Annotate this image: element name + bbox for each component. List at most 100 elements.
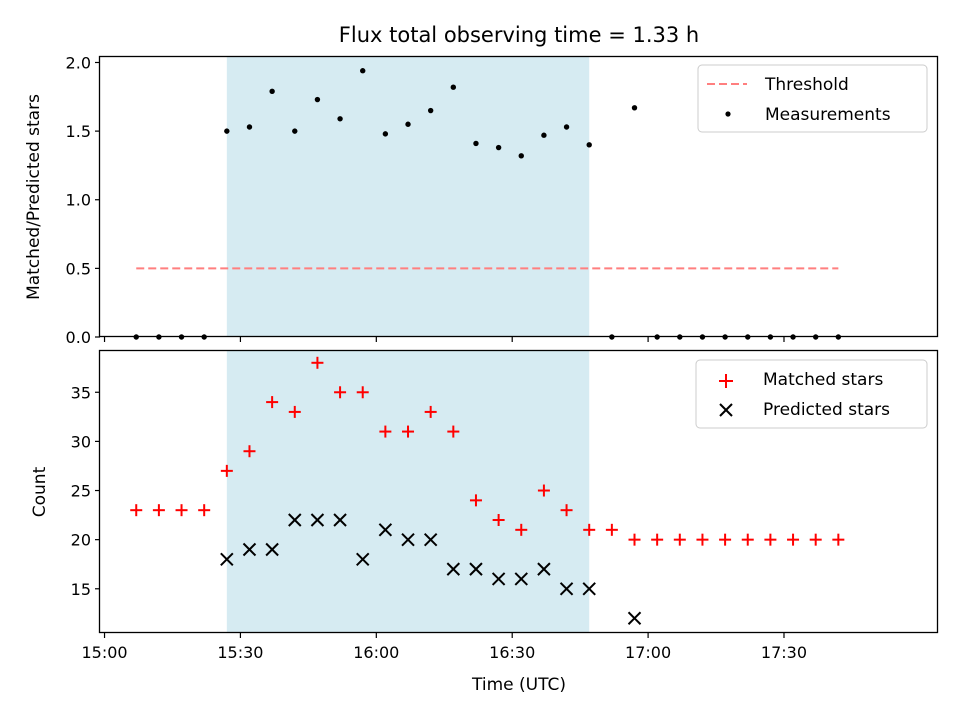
measurement-point xyxy=(631,105,638,111)
predicted-star-point xyxy=(288,513,302,527)
predicted-star-point xyxy=(469,562,483,576)
measurement-point xyxy=(450,84,457,90)
matched-star-point xyxy=(605,523,618,536)
matched-star-point xyxy=(469,494,482,507)
x-stroke xyxy=(582,582,596,596)
x-tick-label: 16:00 xyxy=(353,643,399,662)
x-stroke xyxy=(491,572,506,586)
predicted-star-point xyxy=(491,572,506,586)
x-stroke xyxy=(514,572,528,586)
measurement-point xyxy=(360,68,366,74)
measurement-point xyxy=(269,88,275,95)
measurement-point xyxy=(541,132,547,138)
x-tick-label: 17:30 xyxy=(761,643,807,662)
matched-star-point xyxy=(719,533,732,546)
matched-star-point xyxy=(832,533,845,546)
matched-star-point xyxy=(741,533,754,546)
measurement-point xyxy=(495,144,502,151)
x-stroke xyxy=(288,513,302,527)
legend-measurements-label: Measurements xyxy=(765,105,891,125)
measurement-point xyxy=(246,124,253,130)
x-stroke xyxy=(242,542,257,557)
legend-predicted-label: Predicted stars xyxy=(763,400,890,420)
predicted-star-point xyxy=(356,552,370,567)
bottom-legend-box xyxy=(695,359,928,429)
matched-star-point xyxy=(379,425,392,438)
x-stroke xyxy=(265,542,279,557)
matched-star-point xyxy=(696,533,709,546)
legend-matched-swatch xyxy=(719,374,733,388)
matched-star-point xyxy=(243,445,256,458)
y-tick-label: 30 xyxy=(71,432,91,451)
predicted-star-point xyxy=(333,513,347,527)
predicted-star-point xyxy=(220,552,234,567)
top-panel: 0.00.51.01.52.0 Matched/Predicted stars … xyxy=(24,53,939,347)
x-stroke xyxy=(356,552,370,567)
measurement-point xyxy=(563,124,570,130)
measurement-point xyxy=(586,142,592,148)
x-stroke xyxy=(469,562,483,576)
top-axes-frame xyxy=(98,55,939,338)
x-stroke xyxy=(378,523,393,537)
chart-title: Flux total observing time = 1.33 h xyxy=(339,23,699,47)
x-stroke xyxy=(446,562,461,576)
x-tick-label: 15:00 xyxy=(81,643,127,662)
matched-star-point xyxy=(447,425,460,438)
x-stroke xyxy=(537,562,551,576)
predicted-star-point xyxy=(514,572,528,586)
predicted-star-point xyxy=(582,582,596,596)
matched-star-point xyxy=(583,523,596,536)
x-stroke xyxy=(220,552,234,567)
y-tick-label: 20 xyxy=(71,531,91,550)
bottom-legend: Matched stars Predicted stars xyxy=(695,359,928,429)
y-tick-label: 0.5 xyxy=(66,259,91,278)
bottom-panel: 15 20 25 30 35 15:00 15:30 16:00 16:30 17:00 17:3… xyxy=(30,349,939,695)
top-legend-box xyxy=(697,64,928,133)
x-stroke xyxy=(423,532,438,547)
bottom-y-axis-label: Count xyxy=(30,466,50,517)
matched-star-point xyxy=(356,386,369,399)
top-highlight-span xyxy=(226,57,590,337)
measurement-point xyxy=(405,121,411,127)
x-stroke xyxy=(627,611,642,625)
predicted-star-point xyxy=(401,532,415,547)
legend-threshold-label: Threshold xyxy=(764,75,849,95)
matched-star-point xyxy=(492,514,505,527)
x-stroke xyxy=(559,582,574,596)
legend-measurements-swatch xyxy=(725,111,731,117)
x-stroke xyxy=(333,513,347,527)
predicted-star-point xyxy=(242,542,257,557)
bottom-axes-frame xyxy=(98,349,939,634)
measurement-point xyxy=(292,128,298,134)
measurement-point xyxy=(224,128,230,134)
matched-star-point xyxy=(288,405,301,418)
measurement-point xyxy=(473,140,479,147)
y-tick-label: 25 xyxy=(71,482,91,501)
predicted-star-point xyxy=(559,582,574,596)
y-tick-label: 1.5 xyxy=(66,122,91,141)
measurement-point xyxy=(337,116,343,122)
x-tick-label: 15:30 xyxy=(217,643,263,662)
top-legend: Threshold Measurements xyxy=(697,64,928,133)
matched-star-point xyxy=(537,484,550,497)
matched-star-point xyxy=(152,504,165,517)
measurement-point xyxy=(382,131,389,137)
matched-star-point xyxy=(515,523,528,536)
predicted-star-point xyxy=(446,562,461,576)
matched-star-point xyxy=(175,504,188,517)
matched-star-point xyxy=(764,533,777,546)
x-stroke xyxy=(310,513,325,527)
bottom-highlight-span xyxy=(226,351,590,633)
legend-predicted-swatch xyxy=(719,403,733,417)
matched-star-point xyxy=(628,533,641,546)
predicted-star-point xyxy=(423,532,438,547)
matched-star-point xyxy=(266,396,279,409)
matched-star-point xyxy=(402,425,415,438)
y-tick-label: 0.0 xyxy=(66,328,91,347)
x-stroke xyxy=(401,532,415,547)
y-tick-label: 15 xyxy=(71,580,91,599)
matched-star-point xyxy=(198,504,211,517)
top-y-axis-label: Matched/Predicted stars xyxy=(24,94,44,300)
measurement-point xyxy=(518,153,524,159)
